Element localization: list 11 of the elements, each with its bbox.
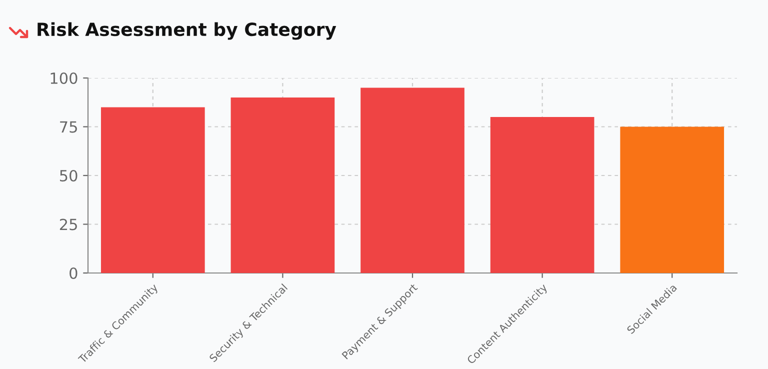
y-tick-label: 50 [60,170,78,182]
bar [360,88,464,273]
bar [620,126,724,273]
y-tick-label: 0 [70,267,78,280]
bar [490,117,594,273]
chart-title: Risk Assessment by Category [38,22,336,40]
y-tick-label: 100 [50,72,78,84]
y-tick-label: 75 [60,121,77,133]
bar [100,107,205,273]
bar [230,98,335,273]
y-tick-label: 25 [60,218,77,230]
